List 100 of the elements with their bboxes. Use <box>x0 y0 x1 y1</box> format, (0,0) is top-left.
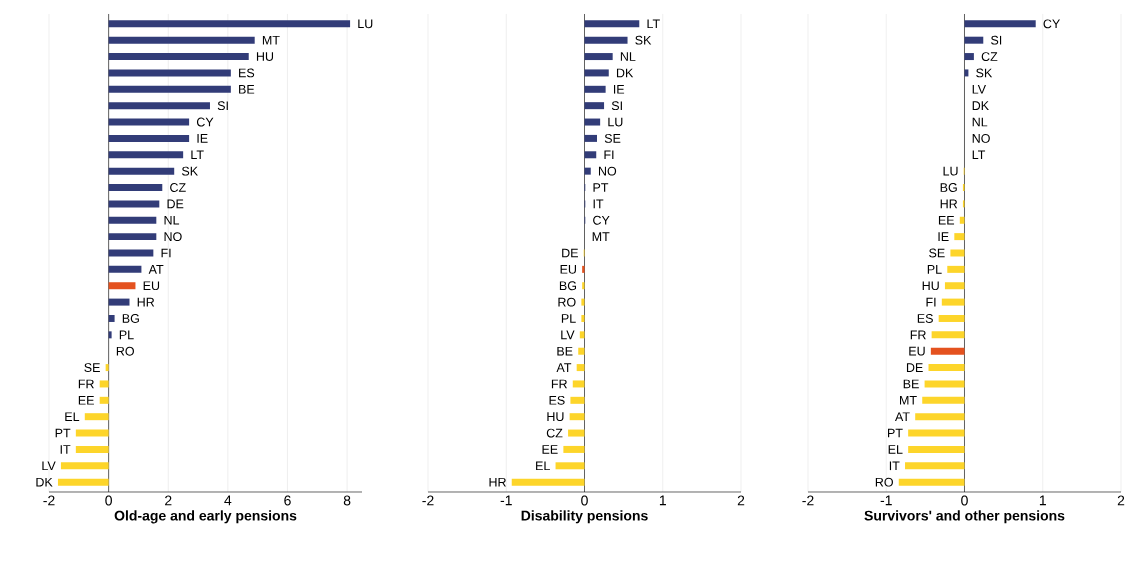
bar <box>924 380 965 388</box>
y-tick-label: PL <box>561 314 576 323</box>
bar <box>108 265 142 273</box>
y-tick-label: EE <box>542 445 558 454</box>
y-tick-label: CY <box>196 117 214 127</box>
x-tick-label: 4 <box>224 495 232 506</box>
y-tick-label: IT <box>889 461 900 471</box>
y-tick-label: PL <box>119 330 134 340</box>
y-tick-label: LV <box>42 461 56 471</box>
bar <box>576 364 585 372</box>
x-tick-label: -2 <box>802 495 814 506</box>
y-tick-label: ES <box>917 314 933 323</box>
bar <box>108 216 157 224</box>
y-tick-label: LT <box>972 150 986 160</box>
bar <box>584 102 605 110</box>
y-tick-label: SI <box>611 101 622 111</box>
y-tick-label: ES <box>549 395 565 405</box>
y-tick-label: LV <box>972 85 986 94</box>
y-tick-label: LV <box>561 330 575 340</box>
bar <box>568 429 585 437</box>
bar <box>75 429 109 437</box>
y-tick-label: LT <box>647 19 660 29</box>
x-tick-label: 1 <box>1039 495 1046 506</box>
y-tick-label: NO <box>164 232 182 242</box>
y-tick-label: BE <box>557 346 573 356</box>
bar <box>108 249 154 257</box>
y-tick-label: LU <box>943 166 958 176</box>
y-tick-label: CZ <box>170 183 186 192</box>
bar <box>582 282 585 290</box>
y-tick-label: NL <box>972 117 988 127</box>
bar <box>555 462 585 470</box>
x-tick-label: 2 <box>165 495 172 506</box>
bar <box>99 380 109 388</box>
bar <box>511 478 585 486</box>
y-tick-label: SK <box>976 68 993 78</box>
bar <box>569 413 585 421</box>
y-tick-label: ES <box>239 68 255 78</box>
bar <box>584 36 628 44</box>
y-tick-label: AT <box>148 265 164 274</box>
y-tick-label: AT <box>556 363 572 372</box>
y-tick-label: MT <box>592 232 610 241</box>
bar <box>578 347 585 355</box>
y-tick-label: NL <box>164 215 180 225</box>
bar <box>905 462 965 470</box>
bar <box>108 36 255 44</box>
y-tick-label: FR <box>551 379 567 389</box>
y-tick-label: FI <box>926 297 936 307</box>
y-tick-label: EL <box>65 412 80 421</box>
x-axis-title: Survivors' and other pensions <box>864 510 1065 524</box>
x-tick-label: 0 <box>961 495 968 506</box>
y-tick-label: EE <box>938 215 955 225</box>
y-tick-label: CZ <box>981 52 998 61</box>
x-tick-label: 0 <box>581 495 588 506</box>
y-tick-label: IE <box>613 85 625 94</box>
bar <box>108 298 130 306</box>
y-tick-label: PT <box>55 428 71 438</box>
bar <box>954 233 965 241</box>
y-tick-label: DE <box>167 199 184 209</box>
x-tick-label: 8 <box>343 495 351 506</box>
y-tick-label: DK <box>972 101 989 110</box>
bar <box>964 20 1036 28</box>
bar <box>108 134 190 142</box>
y-tick-label: DK <box>616 68 634 78</box>
bar <box>60 462 109 470</box>
bar <box>584 53 613 61</box>
bar <box>581 298 585 306</box>
y-tick-label: PL <box>927 265 942 274</box>
y-tick-label: HU <box>922 281 939 291</box>
y-tick-label: FR <box>910 330 926 340</box>
bar <box>584 85 606 93</box>
x-tick-label: -2 <box>422 495 434 506</box>
y-tick-label: EE <box>78 396 94 405</box>
bar <box>930 347 965 355</box>
bar <box>57 478 109 486</box>
y-tick-label: LU <box>358 19 373 29</box>
bar <box>108 167 175 175</box>
y-tick-label: BG <box>559 281 577 291</box>
y-tick-label: HR <box>489 477 506 487</box>
y-tick-label: PT <box>593 183 609 192</box>
bar <box>915 413 965 421</box>
bar <box>931 331 965 339</box>
y-tick-label: CZ <box>546 428 563 438</box>
bar <box>108 151 184 159</box>
x-tick-label: -1 <box>880 495 892 506</box>
y-tick-label: RO <box>116 346 134 356</box>
y-tick-label: EL <box>536 461 550 471</box>
y-tick-label: IE <box>197 134 208 143</box>
bar <box>928 364 965 372</box>
bar <box>108 314 115 322</box>
bar <box>584 151 597 159</box>
y-tick-label: MT <box>900 396 917 405</box>
bar <box>584 118 601 126</box>
y-tick-label: NO <box>598 166 617 176</box>
bar <box>84 413 109 421</box>
bar <box>572 380 585 388</box>
bar <box>964 36 984 44</box>
y-tick-label: LU <box>608 117 623 127</box>
y-tick-label: FR <box>78 379 94 389</box>
y-tick-label: SK <box>181 166 198 176</box>
y-tick-label: IE <box>938 232 949 241</box>
